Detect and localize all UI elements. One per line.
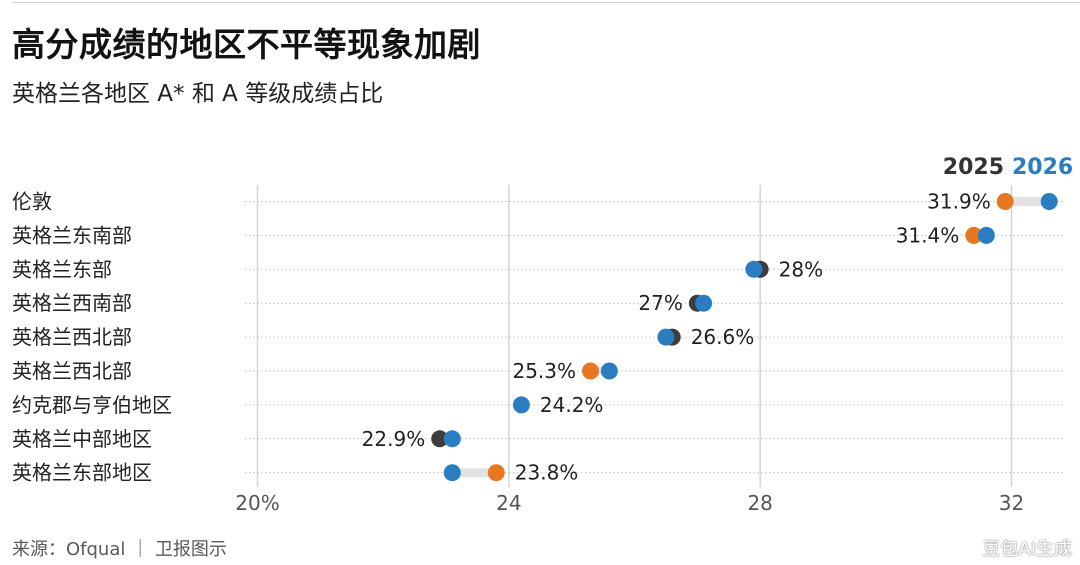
value-label: 23.8% [515,461,579,485]
region-label: 约克郡与亨伯地区 [12,393,172,417]
x-tick-label: 24 [496,491,521,515]
legend-2026: 2026 [1012,155,1073,180]
region-label: 英格兰西北部 [12,359,132,383]
dot-2026 [695,294,713,312]
value-label: 24.2% [540,393,604,417]
x-tick-label: 32 [999,491,1024,515]
region-label: 英格兰西南部 [12,291,132,315]
dumbbell-chart: 20% 24 28 32 2025 2026 伦敦 31.9% 英格兰东南部 31.4% 英格兰东部… [12,155,1073,515]
value-label: 25.3% [512,359,576,383]
value-label: 31.9% [927,190,991,214]
source-note: 来源：Ofqual ｜ 卫报图示 [12,539,227,560]
value-label: 22.9% [362,427,426,451]
dot-2025 [431,430,449,448]
region-label: 英格兰西北部 [12,325,132,349]
dot-2025 [582,362,600,380]
watermark: 豆包AI生成 [982,539,1072,560]
chart-title: 高分成绩的地区不平等现象加剧 [12,25,481,64]
value-label: 28% [779,257,823,281]
dot-2026 [745,260,763,278]
dot-2026 [600,362,618,380]
legend-2025: 2025 [943,155,1004,180]
region-label: 英格兰东南部 [12,223,132,247]
x-tick-label: 28 [747,491,772,515]
value-label: 26.6% [691,325,755,349]
chart-subtitle: 英格兰各地区 A* 和 A 等级成绩占比 [12,81,384,107]
dot-2026 [1040,193,1058,210]
dot-2026 [977,226,995,244]
dot-2026 [443,430,461,448]
region-label: 伦敦 [12,190,52,214]
value-label: 31.4% [896,223,960,247]
dot-2025 [996,193,1014,210]
dot-2026 [512,396,530,414]
dot-2026 [443,464,461,482]
dot-2025 [487,464,505,482]
x-tick-label: 20% [235,491,279,515]
value-label: 27% [638,291,682,315]
region-label: 英格兰东部地区 [12,461,152,485]
dot-2025 [965,226,983,244]
region-label: 英格兰中部地区 [12,427,152,451]
top-rule [12,2,1080,3]
dot-2026 [657,328,675,346]
region-label: 英格兰东部 [12,257,112,281]
